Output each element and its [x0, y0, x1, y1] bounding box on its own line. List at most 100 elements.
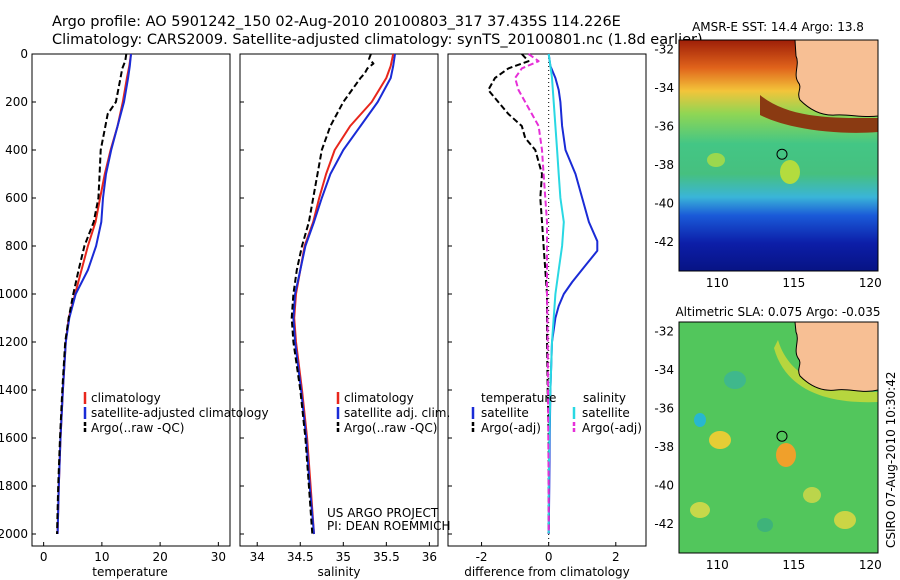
- salinity-series-climatology: [293, 53, 395, 535]
- salinity-series-satellite-adj-clim: [292, 53, 396, 535]
- sla-high-5: [803, 487, 821, 503]
- temperature-legend: climatology satellite-adjusted climatolo…: [83, 391, 269, 435]
- sla-low-3: [757, 518, 773, 532]
- sst_map-lat-label: -34: [654, 81, 674, 95]
- depth-tick-label: 400: [5, 143, 28, 157]
- salinity-series-argo-raw-qc: [290, 53, 375, 535]
- side-timestamp-label: CSIRO 07-Aug-2010 10:30:42: [884, 372, 898, 548]
- depth-tick-label: 1000: [0, 287, 28, 301]
- sla-map-frame: [678, 321, 879, 554]
- sst_map-lat-label: -32: [654, 43, 674, 57]
- legend-label-climatology: climatology: [91, 391, 161, 405]
- sst_map-lat-label: -40: [654, 197, 674, 211]
- legend-label-sal-argo: Argo(-adj): [582, 421, 642, 435]
- legend-label-climatology: climatology: [344, 391, 414, 405]
- sst-map-frame: [678, 39, 879, 272]
- sst-warm-eddy: [780, 160, 800, 184]
- sst_map-lat-label: -36: [654, 120, 674, 134]
- sst_map-lon-label: 115: [782, 276, 805, 290]
- sla_map-lat-label: -32: [654, 325, 674, 339]
- legend-label-sal-satellite: satellite: [582, 406, 630, 420]
- sst-map: [679, 40, 878, 271]
- credit-line1: US ARGO PROJECT: [327, 506, 439, 520]
- legend-label-temp-satellite: satellite: [481, 406, 529, 420]
- sla-high-3: [690, 502, 710, 518]
- temperature-panel-frame: [31, 53, 231, 547]
- legend-title-temperature: temperature: [481, 391, 556, 405]
- sla-low-2: [724, 371, 746, 389]
- sst-land: [794, 40, 878, 118]
- sla-low-1: [694, 413, 706, 427]
- temperature-xtick-label: 30: [211, 550, 226, 564]
- sla_map-lat-label: -40: [654, 479, 674, 493]
- temperature-xtick-label: 20: [152, 550, 167, 564]
- difference-xtick-label: -2: [476, 550, 488, 564]
- difference-series-salinity-argo-adj: [514, 53, 550, 534]
- depth-tick-label: 0: [20, 47, 28, 61]
- salinity-xtick-label: 34: [250, 550, 265, 564]
- legend-label-argo: Argo(..raw -QC): [344, 421, 437, 435]
- sla_map-lat-label: -38: [654, 440, 674, 454]
- depth-tick-label: 1400: [0, 383, 28, 397]
- depth-tick-label: 1600: [0, 431, 28, 445]
- difference-series-salinity-satellite: [547, 53, 565, 534]
- temperature-series-climatology: [56, 53, 132, 535]
- salinity-xtick-label: 35: [336, 550, 351, 564]
- temperature-xtick-label: 0: [40, 550, 48, 564]
- depth-tick-label: 200: [5, 95, 28, 109]
- sla_map-lat-label: -36: [654, 402, 674, 416]
- sst_map-lon-label: 120: [859, 276, 882, 290]
- axes-layer: 0 10 20 30020040060080010001200140016001800…: [0, 43, 882, 572]
- salinity-legend: climatology satellite adj. clim. Argo(..…: [336, 391, 450, 435]
- difference-series-temperature-argo-adj: [487, 53, 550, 534]
- sla_map-lat-label: -42: [654, 517, 674, 531]
- legend-label-satellite: satellite-adjusted climatology: [91, 406, 269, 420]
- salinity-xtick-label: 34.5: [287, 550, 314, 564]
- difference-panel-frame: [447, 53, 647, 547]
- sla-high-1: [709, 431, 731, 449]
- difference-xtick-label: 2: [612, 550, 620, 564]
- legend-label-satellite: satellite adj. clim.: [344, 406, 450, 420]
- temperature-series-argo-raw-qc: [56, 53, 128, 535]
- legend-label-argo: Argo(..raw -QC): [91, 421, 184, 435]
- sst_map-lat-label: -38: [654, 158, 674, 172]
- sla-land: [794, 322, 878, 392]
- difference-axis-label: difference from climatology: [464, 565, 630, 579]
- figure-title-line2: Climatology: CARS2009. Satellite-adjuste…: [52, 32, 703, 48]
- temperature-series-satellite-adjusted-climatology: [56, 53, 132, 535]
- sst_map-lat-label: -42: [654, 235, 674, 249]
- difference-xtick-label: 0: [545, 550, 553, 564]
- salinity-xtick-label: 36: [422, 550, 437, 564]
- sla-high-4: [834, 511, 856, 529]
- salinity-xtick-label: 35.5: [373, 550, 400, 564]
- depth-tick-label: 800: [5, 239, 28, 253]
- sla_map-lon-label: 110: [706, 558, 729, 572]
- sla_map-lon-label: 120: [859, 558, 882, 572]
- sst-argo-marker: [776, 148, 788, 160]
- sst-map-title: AMSR-E SST: 14.4 Argo: 13.8: [692, 20, 864, 34]
- profile-lines-layer: [56, 53, 599, 535]
- sst-coastal-warm-band: [760, 95, 878, 133]
- depth-tick-label: 1800: [0, 479, 28, 493]
- legend-label-temp-argo: Argo(-adj): [481, 421, 541, 435]
- sla-map-title: Altimetric SLA: 0.075 Argo: -0.035: [675, 305, 880, 319]
- sla-argo-marker: [776, 430, 788, 442]
- temperature-xtick-label: 10: [94, 550, 109, 564]
- depth-tick-label: 2000: [0, 527, 28, 541]
- salinity-panel-frame: [239, 53, 439, 547]
- depth-tick-label: 600: [5, 191, 28, 205]
- sst_map-lon-label: 110: [706, 276, 729, 290]
- sla_map-lon-label: 115: [782, 558, 805, 572]
- sst-warm-spot: [707, 153, 725, 167]
- salinity-axis-label: salinity: [317, 565, 360, 579]
- depth-tick-label: 1200: [0, 335, 28, 349]
- temperature-axis-label: temperature: [92, 565, 167, 579]
- legend-title-salinity: salinity: [583, 391, 626, 405]
- sla-high-2: [776, 443, 796, 467]
- credit-line2: PI: DEAN ROEMMICH: [327, 519, 450, 533]
- figure-title-line1: Argo profile: AO 5901242_150 02-Aug-2010…: [52, 14, 621, 30]
- sla-map: [679, 322, 878, 553]
- difference-legend: temperature satellite Argo(-adj) salinit…: [471, 391, 642, 435]
- sla_map-lat-label: -34: [654, 363, 674, 377]
